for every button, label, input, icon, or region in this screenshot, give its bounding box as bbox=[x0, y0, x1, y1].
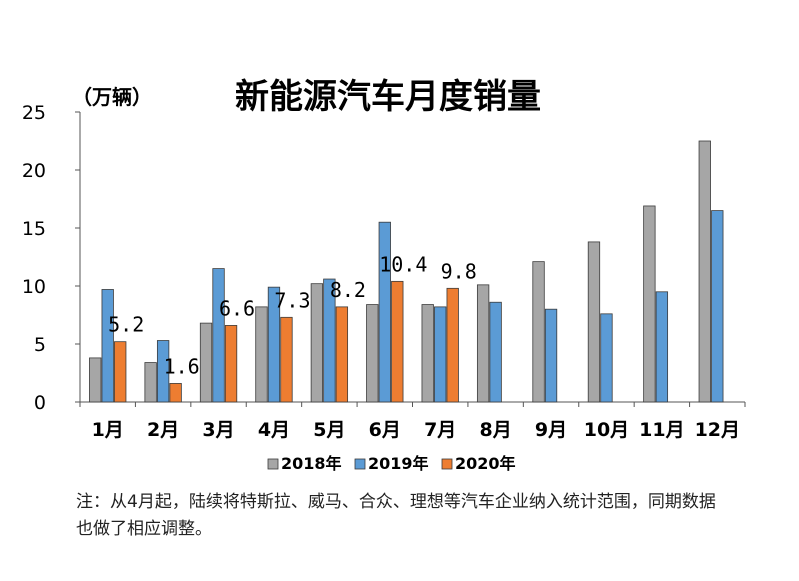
y-axis: 0 5 10 15 20 25 bbox=[22, 102, 81, 414]
bar-2019年-11月 bbox=[655, 291, 669, 403]
x-tick-label: 10月 bbox=[584, 419, 629, 441]
bars bbox=[89, 140, 724, 403]
legend-label: 2020年 bbox=[455, 454, 516, 473]
footnote: 注：从4月起，陆续将特斯拉、威马、合众、理想等汽车企业纳入统计范围，同期数据也做… bbox=[76, 492, 716, 539]
bar-2018年-3月 bbox=[199, 322, 213, 403]
bar-2018年-9月 bbox=[532, 261, 545, 403]
bar-2020年-1月 bbox=[114, 341, 127, 403]
x-tick-label: 6月 bbox=[369, 419, 401, 441]
bar-2019年-1月 bbox=[101, 289, 114, 403]
data-labels: 5.2 1.6 6.6 7.3 8.2 10.4 9.8 bbox=[108, 252, 477, 378]
bar-2019年-6月 bbox=[378, 221, 391, 403]
legend-label: 2018年 bbox=[281, 454, 342, 473]
legend: 2018年 2019年 2020年 bbox=[267, 454, 516, 473]
data-label: 10.4 bbox=[379, 252, 427, 276]
x-tick-label: 11月 bbox=[639, 419, 684, 441]
bar-2019年-12月 bbox=[711, 210, 724, 403]
legend-swatch bbox=[267, 458, 279, 470]
x-tick-label: 9月 bbox=[535, 419, 567, 441]
y-tick-label: 15 bbox=[22, 218, 46, 240]
x-tick-label: 7月 bbox=[424, 419, 456, 441]
x-tick-label: 12月 bbox=[695, 419, 740, 441]
x-tick-label: 4月 bbox=[258, 419, 290, 441]
x-tick-label: 2月 bbox=[147, 419, 179, 441]
legend-swatch bbox=[441, 458, 453, 470]
x-axis: 1月 2月 3月 4月 5月 6月 7月 8月 9月 10月 11月 12月 bbox=[79, 401, 746, 441]
data-label: 6.6 bbox=[219, 296, 255, 320]
bar-2019年-8月 bbox=[489, 301, 502, 403]
x-tick-label: 8月 bbox=[480, 419, 512, 441]
bar-2019年-3月 bbox=[212, 268, 225, 403]
x-tick-label: 5月 bbox=[313, 419, 345, 441]
bar-2020年-4月 bbox=[280, 316, 293, 403]
bar-2018年-7月 bbox=[421, 304, 434, 403]
x-tick-label: 1月 bbox=[92, 419, 124, 441]
bar-2020年-2月 bbox=[169, 383, 182, 403]
bar-2020年-3月 bbox=[224, 325, 238, 403]
y-tick-label: 10 bbox=[22, 276, 46, 298]
bar-2019年-5月 bbox=[323, 278, 336, 403]
bar-2019年-2月 bbox=[156, 340, 170, 403]
bar-2019年-4月 bbox=[267, 286, 281, 403]
bar-2020年-5月 bbox=[335, 306, 349, 403]
x-tick-label: 3月 bbox=[202, 419, 234, 441]
data-label: 9.8 bbox=[441, 259, 477, 283]
bar-2018年-6月 bbox=[366, 304, 379, 403]
data-label: 8.2 bbox=[330, 278, 366, 302]
legend-label: 2019年 bbox=[368, 454, 429, 473]
data-label: 7.3 bbox=[274, 288, 310, 312]
bar-2020年-7月 bbox=[446, 287, 459, 403]
bar-2018年-11月 bbox=[643, 205, 656, 403]
bar-2018年-2月 bbox=[144, 362, 157, 403]
data-label: 5.2 bbox=[108, 313, 144, 337]
legend-swatch bbox=[354, 458, 366, 470]
y-tick-label: 5 bbox=[34, 334, 46, 356]
unit-label: （万辆） bbox=[72, 85, 152, 109]
chart-title: 新能源汽车月度销量 bbox=[235, 77, 541, 117]
bar-2018年-12月 bbox=[698, 140, 711, 403]
bar-2018年-5月 bbox=[310, 283, 324, 403]
bar-2018年-4月 bbox=[255, 306, 268, 403]
bar-2019年-10月 bbox=[600, 313, 613, 403]
bar-2019年-9月 bbox=[544, 308, 558, 403]
bar-2018年-8月 bbox=[476, 284, 490, 403]
y-tick-label: 0 bbox=[34, 392, 46, 414]
data-label: 1.6 bbox=[164, 354, 200, 378]
bar-2018年-1月 bbox=[89, 357, 102, 403]
bar-2018年-10月 bbox=[587, 241, 601, 403]
bar-2020年-6月 bbox=[391, 280, 404, 403]
y-tick-label: 20 bbox=[22, 160, 46, 182]
y-tick-label: 25 bbox=[22, 102, 46, 124]
bar-2019年-7月 bbox=[434, 306, 447, 403]
